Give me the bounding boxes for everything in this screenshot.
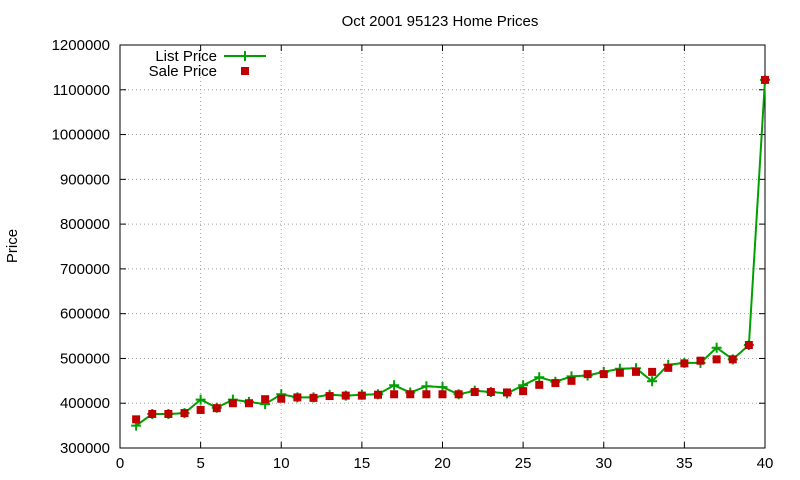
list-price-line [135,79,766,427]
sale-price-point [567,376,576,385]
sale-price-point [519,387,528,396]
sale-price-point [680,359,689,368]
sale-price-point [583,370,592,379]
list-price-point [421,381,432,392]
sale-price-point [761,75,769,84]
sale-price-point [438,390,447,399]
y-tick-label: 900000 [60,171,110,188]
sale-price-point [535,380,544,389]
legend-label-sale-price: Sale Price [149,63,217,80]
list-price-point [195,394,206,405]
sale-price-point [357,391,366,400]
sale-price-point [148,409,157,418]
sale-price-point [551,379,560,388]
series-list-price [131,74,770,431]
x-tick-label: 25 [515,455,532,472]
x-tick-label: 35 [676,455,693,472]
sale-price-point [277,394,286,403]
y-tick-label: 800000 [60,216,110,233]
sale-price-point [664,363,673,372]
sale-price-point [422,390,431,399]
x-tick-label: 10 [273,455,290,472]
chart-title: Oct 2001 95123 Home Prices [342,13,539,30]
sale-price-point [696,356,705,365]
y-tick-label: 400000 [60,395,110,412]
sale-price-point [293,393,302,402]
sale-price-point [486,388,495,397]
x-tick-label: 30 [595,455,612,472]
x-tick-labels: 0 5 10 15 20 25 30 35 40 [116,455,774,472]
x-tick-label: 15 [354,455,371,472]
list-price-point [534,372,545,383]
y-tick-labels: 300000 400000 500000 600000 700000 800000 9000… [52,37,110,457]
y-tick-label: 500000 [60,350,110,367]
y-axis-label: Price [4,229,21,263]
sale-price-point [599,370,608,379]
sale-price-point [728,355,737,364]
sale-price-point [712,355,721,364]
sale-price-point [341,391,350,400]
sale-price-point [615,368,624,377]
sale-price-point [245,399,253,408]
x-tick-label: 0 [116,455,124,472]
sale-price-point [212,404,221,413]
sale-price-point [261,395,270,404]
sale-price-point [470,388,479,397]
x-tick-label: 20 [434,455,451,472]
axis-ticks [119,44,766,449]
list-price-point [389,380,400,391]
sale-price-point [309,393,318,402]
sale-price-point [406,390,415,399]
sale-price-point [180,409,189,418]
y-tick-label: 600000 [60,306,110,323]
sale-price-point [503,388,511,397]
y-tick-label: 1100000 [53,82,110,99]
legend-marker-list-price [240,51,250,61]
legend-label-list-price: List Price [155,48,217,65]
sale-price-point [196,405,205,414]
sale-price-point [454,390,463,399]
series-sale-price [132,75,769,424]
sale-price-point [374,390,382,399]
legend: List Price Sale Price [149,48,266,80]
sale-price-point [228,399,237,408]
sale-price-point [744,341,753,350]
sale-price-point [164,409,173,418]
sale-price-point [132,415,141,424]
y-tick-label: 300000 [60,440,110,457]
y-tick-label: 700000 [60,261,110,278]
sale-price-point [390,390,399,399]
y-tick-label: 1000000 [52,127,110,144]
x-tick-label: 5 [196,455,204,472]
sale-price-point [325,392,334,401]
x-tick-label: 40 [757,455,774,472]
sale-price-point [648,367,657,376]
sale-price-point [632,367,640,376]
y-tick-label: 1200000 [52,37,110,54]
list-price-point [711,342,722,353]
legend-marker-sale-price [241,67,249,75]
list-price-point [647,376,658,387]
